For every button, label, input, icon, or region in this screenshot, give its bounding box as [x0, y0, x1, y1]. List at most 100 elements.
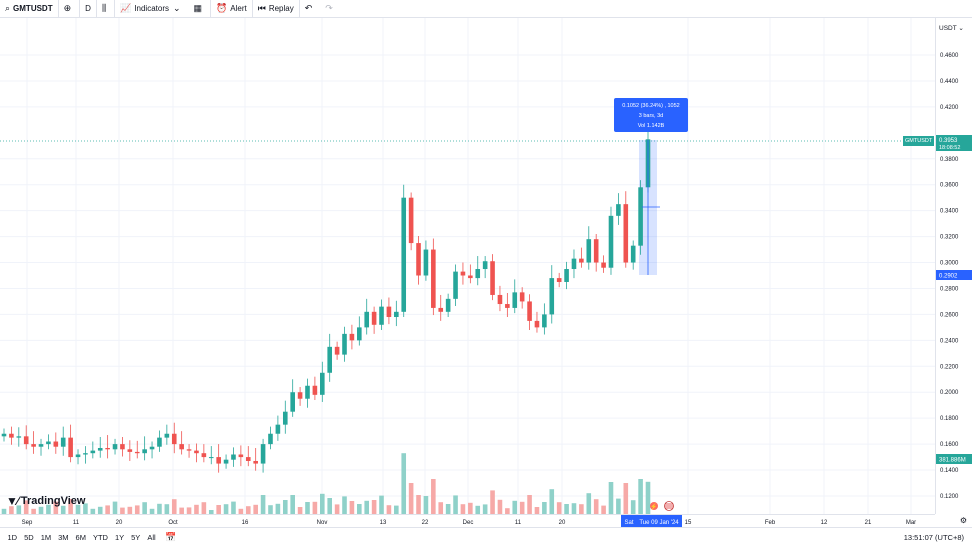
- candle-body: [630, 245, 636, 263]
- undo-button[interactable]: ↶: [300, 0, 321, 17]
- candle-body: [586, 239, 592, 263]
- candle-body: [534, 320, 540, 328]
- candle-body: [253, 460, 258, 464]
- candle-body: [194, 450, 199, 454]
- candle-body: [297, 392, 303, 399]
- compare-button[interactable]: ⊕: [59, 0, 81, 17]
- candle-body: [60, 437, 66, 447]
- layouts-button[interactable]: ▦: [189, 0, 212, 17]
- candle-body: [186, 449, 192, 451]
- price-tick-label: 0.4600: [940, 53, 959, 59]
- gear-icon: ⚙: [959, 516, 968, 525]
- volume-bar: [334, 504, 340, 514]
- volume-bar: [253, 504, 258, 514]
- price-tick-label: 0.3200: [940, 235, 959, 241]
- volume-bar: [216, 505, 221, 514]
- interval-button[interactable]: D: [80, 0, 97, 17]
- candle-body: [357, 327, 362, 341]
- range-low-tag: [936, 270, 972, 280]
- volume-bar: [416, 495, 421, 514]
- crosshair-date-tag: [637, 515, 682, 528]
- plus-circle-icon: ⊕: [63, 3, 72, 13]
- candle-body: [238, 454, 244, 458]
- time-label: 22: [422, 520, 429, 526]
- volume-bar: [497, 499, 503, 514]
- candle-body: [542, 314, 547, 328]
- volume-bar: [616, 498, 621, 514]
- range-button-5y[interactable]: 5Y: [131, 532, 141, 542]
- volume-bar: [275, 503, 281, 514]
- candle-body: [445, 298, 451, 312]
- candle-body: [579, 258, 584, 263]
- candle-body: [438, 307, 444, 312]
- indicators-button[interactable]: 📈 Indicators ⌄: [115, 0, 188, 17]
- candle-body: [9, 433, 14, 438]
- volume-bar: [1, 508, 7, 514]
- volume-bar: [164, 504, 170, 514]
- replay-button[interactable]: ⏮ Replay: [253, 0, 300, 17]
- axis-settings-button[interactable]: ⚙: [955, 514, 972, 527]
- price-tick-label: 0.1600: [940, 442, 959, 448]
- volume-bar: [564, 504, 569, 514]
- candle-body: [327, 346, 333, 373]
- candle-body: [394, 311, 399, 318]
- chevron-down-icon: ⌄: [172, 3, 181, 13]
- range-button-ytd[interactable]: YTD: [92, 532, 108, 542]
- range-button-3m[interactable]: 3M: [58, 532, 69, 542]
- price-tick-label: 0.2200: [940, 364, 959, 370]
- candle-body: [571, 258, 577, 270]
- volume-bar: [505, 508, 510, 514]
- price-axis[interactable]: 0.4600 0.4400 0.4200 0.3800 0.3600 0.3400 0.32…: [935, 18, 972, 514]
- volume-bar: [83, 503, 88, 514]
- volume-bars: [1, 453, 651, 514]
- time-axis[interactable]: Sep 11 20 Oct 16 Nov 13 22 Dec 11 20 15 Feb 12 21 Mar S…: [0, 514, 935, 528]
- volume-bar: [534, 507, 540, 514]
- candle-body: [527, 301, 532, 321]
- tradingview-logo[interactable]: ▼⁄ TradingView: [6, 494, 85, 508]
- event-flash-icon[interactable]: [650, 502, 658, 510]
- candle-body: [549, 278, 555, 315]
- candle-body: [223, 459, 229, 464]
- volume-bar: [134, 505, 140, 514]
- candle-body: [179, 444, 184, 450]
- range-button-1d[interactable]: 1D: [7, 532, 18, 542]
- volume-bar: [638, 479, 643, 514]
- volume-bar: [179, 507, 184, 514]
- candle-body: [556, 278, 562, 282]
- volume-bar: [31, 508, 36, 514]
- candle-body: [38, 444, 44, 447]
- redo-button[interactable]: ↷: [320, 0, 341, 17]
- volume-bar: [75, 504, 81, 514]
- volume-bar: [630, 500, 636, 514]
- currency-text: USDT: [939, 25, 957, 32]
- countdown-value: 18:08:52: [939, 145, 960, 151]
- time-label: 13: [380, 520, 387, 526]
- candle-body: [53, 441, 59, 447]
- candlestick-chart[interactable]: 0.1052 (36.24%) , 1052 3 bars, 3d Vol 1.…: [0, 18, 935, 514]
- range-button-5d[interactable]: 5D: [24, 532, 34, 542]
- alert-button[interactable]: ⏰ Alert: [211, 0, 253, 17]
- grid-icon: ▦: [193, 3, 203, 13]
- volume-bar: [482, 504, 488, 514]
- candle-body: [75, 454, 81, 458]
- range-button-1y[interactable]: 1Y: [114, 532, 125, 542]
- brand-label: TradingView: [20, 495, 86, 507]
- candle-body: [105, 448, 110, 450]
- top-toolbar: ⌕ GMTUSDT ⊕ D ⫼ 📈 Indicators ⌄ ▦ ⏰ Alert…: [0, 0, 972, 18]
- candle-body: [305, 385, 310, 399]
- volume-bar: [468, 502, 473, 514]
- clock[interactable]: 13:51:07 (UTC+8): [903, 532, 964, 542]
- candle-body: [505, 304, 510, 308]
- volume-bar: [208, 510, 214, 514]
- volume-value: 381.886M: [939, 458, 966, 464]
- candle-body: [593, 239, 599, 263]
- calendar-range-icon[interactable]: 📅: [165, 531, 177, 542]
- range-button-6m[interactable]: 6M: [75, 532, 86, 542]
- currency-label[interactable]: USDT ⌄: [939, 24, 964, 32]
- candle-body: [386, 306, 392, 318]
- symbol-search[interactable]: ⌕ GMTUSDT: [0, 0, 59, 17]
- range-button-1m[interactable]: 1M: [40, 532, 52, 542]
- chart-type-button[interactable]: ⫼: [97, 0, 116, 17]
- range-button-all[interactable]: All: [147, 532, 156, 542]
- volume-bar: [194, 504, 199, 514]
